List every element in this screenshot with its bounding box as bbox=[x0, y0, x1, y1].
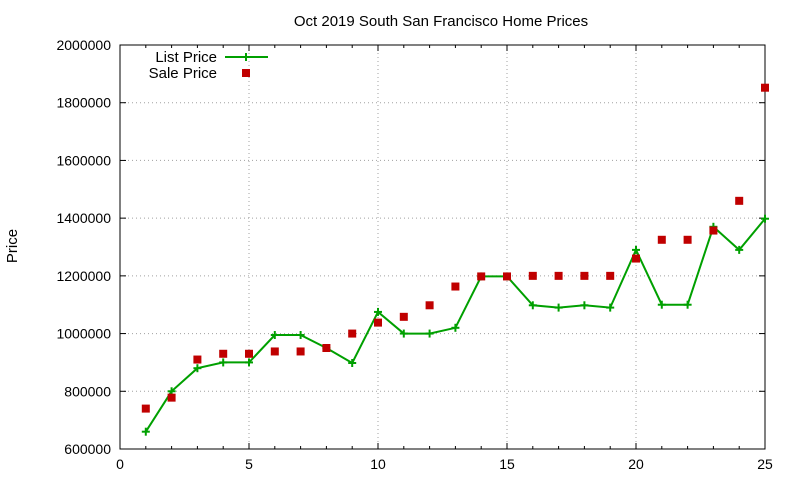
list-price-point bbox=[425, 329, 434, 338]
x-tick-label: 20 bbox=[628, 456, 644, 472]
sale-price-point bbox=[709, 226, 718, 235]
sale-price-point bbox=[735, 196, 744, 205]
sale-price-point bbox=[425, 301, 434, 310]
sale-price-point bbox=[503, 272, 511, 281]
y-tick-label: 800000 bbox=[64, 383, 111, 399]
list-price-point bbox=[580, 301, 589, 310]
list-price-point bbox=[193, 364, 202, 373]
legend-label: Sale Price bbox=[149, 65, 217, 82]
list-price-point bbox=[683, 300, 692, 309]
sale-price-point bbox=[193, 355, 202, 364]
sale-price-point bbox=[374, 318, 382, 327]
axis-ticks: 0 5 10 15 20 25 600000 800000 1000000 1200000 1400… bbox=[56, 37, 773, 472]
list-price-point bbox=[348, 359, 357, 368]
list-price-point bbox=[270, 331, 279, 340]
sale-price-point bbox=[141, 404, 150, 413]
y-tick-label: 1800000 bbox=[56, 95, 111, 111]
x-tick-label: 15 bbox=[499, 456, 515, 472]
list-price-point bbox=[554, 303, 563, 312]
sale-price-point bbox=[296, 347, 305, 356]
plot-frame bbox=[119, 44, 766, 450]
sale-price-point bbox=[167, 393, 176, 402]
sale-price-point bbox=[270, 347, 279, 356]
list-price-point bbox=[374, 307, 382, 316]
sale-price-point bbox=[219, 349, 228, 358]
y-tick-label: 1600000 bbox=[56, 152, 111, 168]
list-price-point bbox=[761, 214, 769, 223]
x-tick-label: 0 bbox=[116, 456, 124, 472]
x-tick-label: 25 bbox=[757, 456, 773, 472]
sale-price-point bbox=[632, 254, 640, 263]
list-price-point bbox=[606, 303, 615, 312]
x-tick-label: 5 bbox=[245, 456, 253, 472]
list-price-point bbox=[735, 245, 744, 254]
y-tick-label: 1000000 bbox=[56, 326, 111, 342]
sale-price-point bbox=[399, 312, 408, 321]
list-price-point bbox=[528, 301, 537, 310]
list-price-point bbox=[296, 331, 305, 340]
sale-price-point bbox=[580, 271, 589, 280]
list-price-point bbox=[219, 358, 228, 367]
y-axis-label: Price bbox=[4, 229, 21, 263]
sale-price-point bbox=[606, 271, 615, 280]
sale-price-point bbox=[554, 271, 563, 280]
sale-price-point bbox=[683, 235, 692, 244]
legend-square-swatch bbox=[242, 69, 250, 77]
sale-price-point bbox=[761, 83, 769, 92]
list-price-point bbox=[657, 300, 666, 309]
x-tick-label: 10 bbox=[370, 456, 386, 472]
list-price-point bbox=[245, 358, 253, 367]
sale-price-point bbox=[657, 235, 666, 244]
sale-price-point bbox=[528, 271, 537, 280]
sale-price-point bbox=[477, 272, 486, 281]
grid-lines bbox=[120, 45, 765, 449]
data-series bbox=[141, 83, 769, 436]
y-tick-label: 600000 bbox=[64, 441, 111, 457]
y-tick-label: 1400000 bbox=[56, 210, 111, 226]
sale-price-point bbox=[245, 349, 253, 358]
sale-price-point bbox=[451, 282, 460, 291]
list-price-point bbox=[632, 245, 640, 254]
sale-price-point bbox=[322, 344, 331, 352]
y-tick-label: 2000000 bbox=[56, 37, 111, 53]
chart-title: Oct 2019 South San Francisco Home Prices bbox=[294, 13, 588, 30]
legend-label: List Price bbox=[155, 49, 217, 66]
sale-price-point bbox=[348, 329, 357, 338]
y-tick-label: 1200000 bbox=[56, 268, 111, 284]
list-price-point bbox=[399, 329, 408, 338]
list-price-point bbox=[451, 323, 460, 332]
list-price-point bbox=[141, 427, 150, 436]
